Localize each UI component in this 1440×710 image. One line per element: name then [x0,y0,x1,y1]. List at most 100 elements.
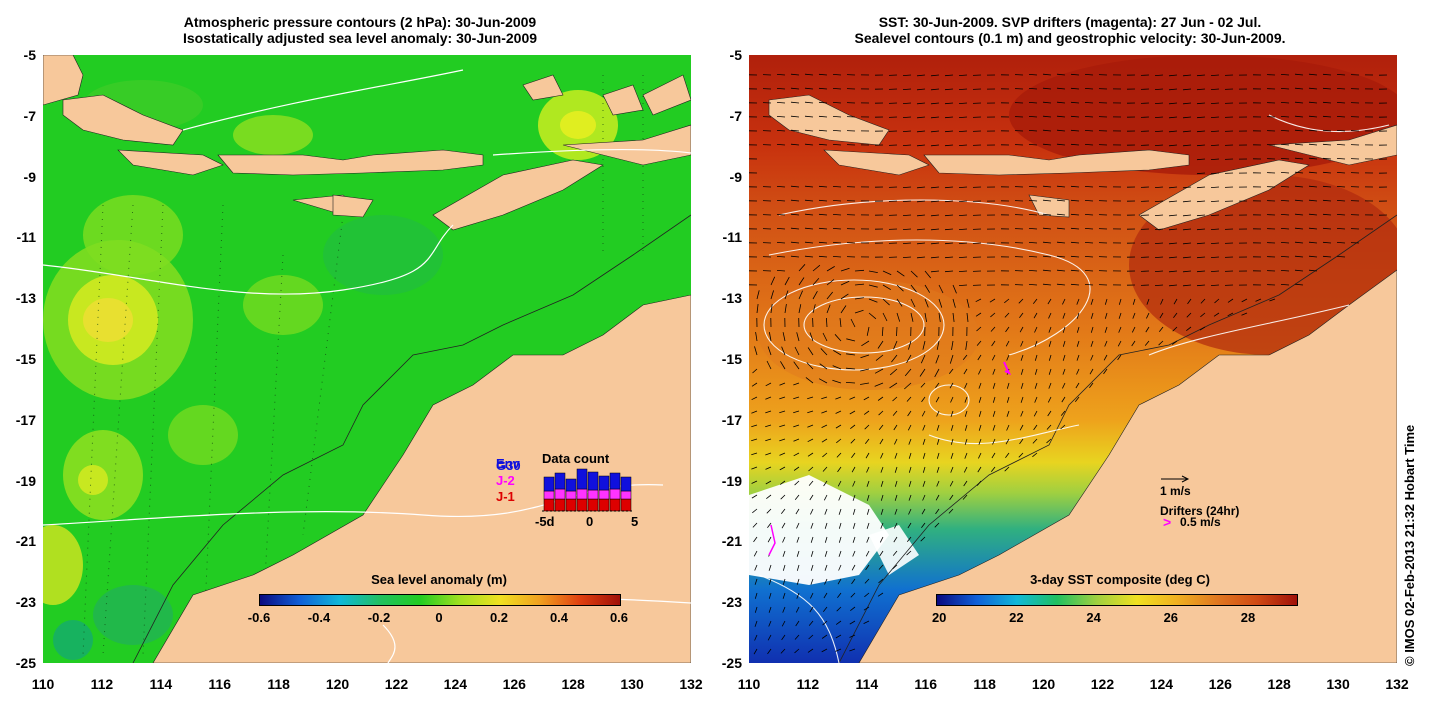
velocity-arrow [944,200,954,203]
velocity-arrow [991,340,996,347]
velocity-arrow [807,410,814,414]
sla-colorbar [259,594,621,606]
velocity-arrow [1182,284,1192,287]
velocity-arrow [896,284,904,292]
velocity-arrow [804,199,814,202]
velocity-arrow [906,536,912,542]
velocity-arrow [1322,87,1332,90]
velocity-arrow [854,309,864,314]
velocity-arrow [1182,74,1192,77]
data-count-bar [576,468,588,490]
velocity-arrow [810,592,814,599]
velocity-arrow [795,606,800,613]
velocity-arrow [752,508,758,514]
y-tick-label: -9 [729,168,742,185]
y-tick-label: -25 [15,655,36,671]
velocity-arrow [776,88,786,90]
velocity-arrow [790,115,800,118]
velocity-arrow [1196,88,1206,91]
velocity-arrow [977,354,982,361]
velocity-arrow [920,536,926,542]
velocity-arrow [1308,185,1318,188]
velocity-arrow [1089,382,1094,389]
velocity-arrow [751,480,758,484]
velocity-arrow [804,143,814,146]
velocity-arrow [1056,101,1066,104]
velocity-arrow [1042,143,1052,146]
velocity-arrow [1168,144,1178,147]
velocity-arrow [1062,382,1066,389]
velocity-arrow [916,116,926,119]
y-tick-label: -23 [15,594,36,611]
velocity-arrow [958,214,968,216]
velocity-arrow [863,620,870,624]
velocity-arrow [916,242,926,245]
velocity-arrow [1336,130,1346,132]
velocity-arrow [782,332,786,342]
velocity-arrow [916,102,926,105]
velocity-arrow [1182,256,1192,259]
velocity-arrow [796,522,800,529]
velocity-arrow [1308,213,1318,216]
velocity-arrow [893,424,898,431]
x-tick-label: 128 [561,676,585,692]
velocity-arrow [824,508,828,515]
velocity-arrow [1028,144,1038,146]
velocity-arrow [964,410,968,417]
velocity-arrow [1168,256,1178,259]
velocity-arrow [1336,228,1346,230]
velocity-arrow [765,438,772,442]
velocity-arrow [1173,312,1178,319]
velocity-arrow [1048,354,1052,361]
velocity-arrow [910,312,914,322]
velocity-arrow [1214,298,1220,304]
velocity-arrow [819,363,828,370]
velocity-arrow [916,256,926,259]
velocity-arrow [770,276,776,286]
velocity-arrow [1196,144,1206,147]
velocity-arrow [1280,172,1290,174]
velocity-arrow [804,185,814,188]
velocity-arrow [1042,129,1052,132]
velocity-arrow [866,522,870,529]
velocity-arrow [852,536,856,543]
velocity-arrow [1168,88,1178,91]
velocity-arrow [776,186,786,188]
velocity-arrow [892,410,898,416]
velocity-arrow [1018,452,1024,458]
velocity-arrow [804,101,814,104]
velocity-arrow [1062,340,1066,347]
velocity-arrow [1154,284,1164,286]
velocity-arrow [1060,410,1066,416]
velocity-arrow [837,466,842,473]
velocity-arrow [1056,283,1066,286]
x-tick-label: 130 [1326,676,1350,692]
velocity-arrow [952,298,956,308]
velocity-arrow [1075,382,1080,389]
velocity-arrow [1322,73,1332,76]
velocity-arrow [1168,200,1178,203]
velocity-arrow [782,592,786,599]
velocity-arrow [851,466,856,473]
velocity-arrow [821,396,828,400]
velocity-arrow [1018,298,1024,304]
velocity-arrow [1062,298,1066,305]
velocity-arrow [1158,326,1164,332]
velocity-arrow [1132,312,1136,319]
velocity-arrow [1028,242,1038,244]
velocity-arrow [1090,340,1094,347]
velocity-arrow [766,360,772,370]
data-count-bar [598,489,610,500]
velocity-arrow [922,424,926,431]
velocity-arrow [852,508,856,515]
velocity-arrow [765,480,772,485]
velocity-arrow [1028,186,1038,188]
velocity-arrow [790,73,800,76]
y-tick-label: -17 [721,411,742,428]
velocity-arrow [875,354,884,361]
velocity-arrow [753,550,758,557]
velocity-arrow [1280,116,1290,118]
velocity-arrow [1173,298,1178,305]
velocity-arrow [1308,227,1318,230]
velocity-arrow [1070,185,1080,188]
